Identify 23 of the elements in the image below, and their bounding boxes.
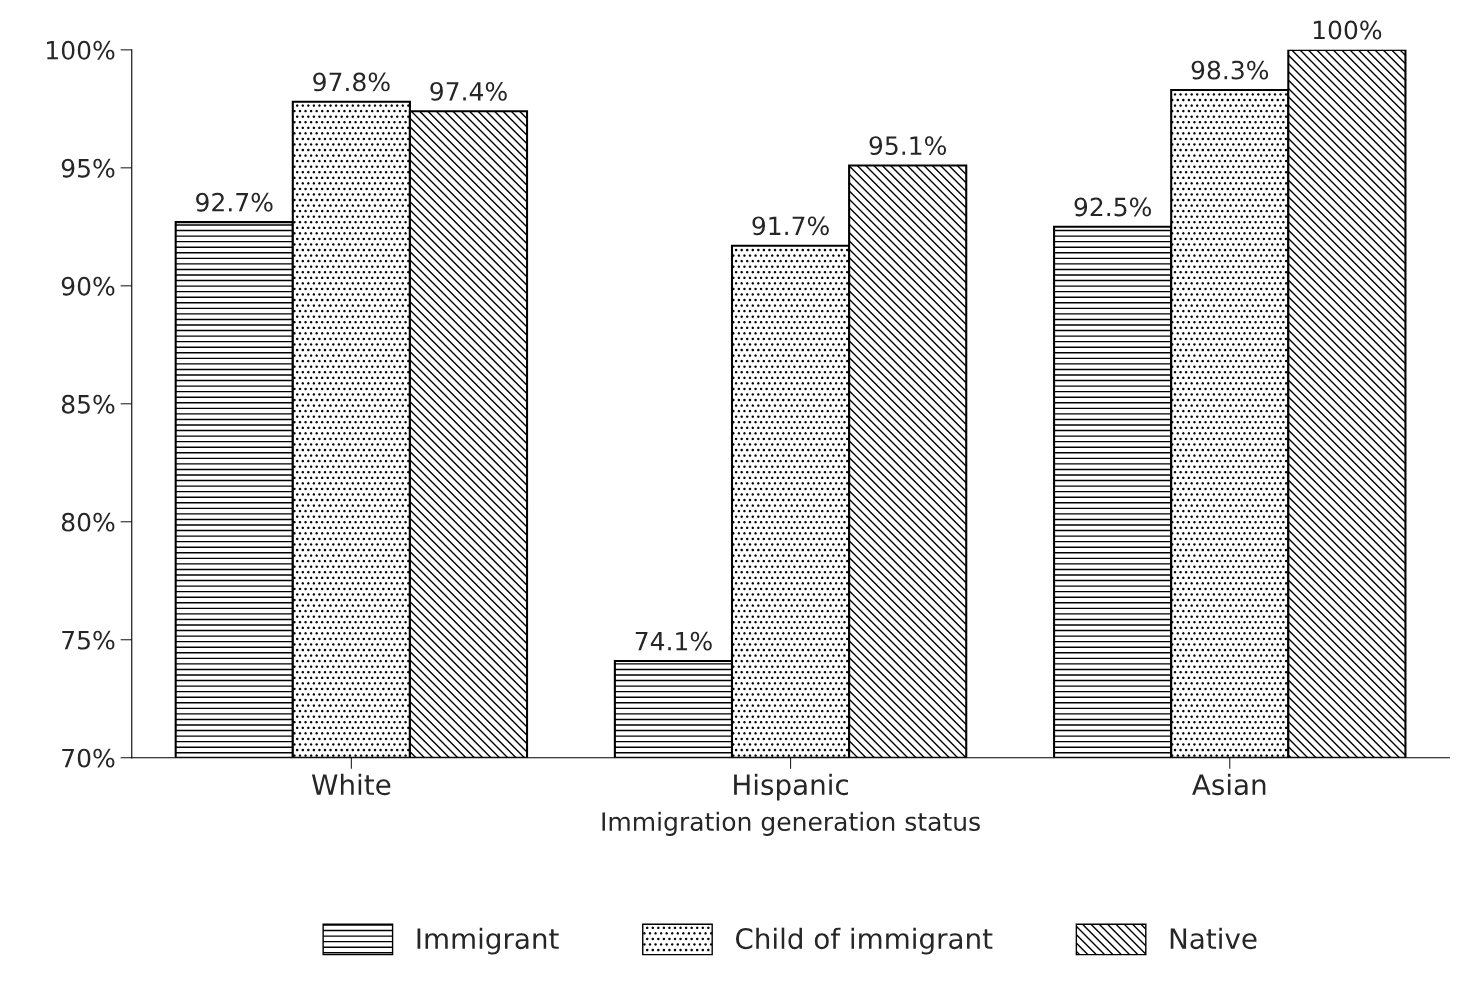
data-label: 95.1%: [869, 136, 947, 156]
y-tick-label: 75%: [62, 630, 115, 650]
y-tick-label: 95%: [61, 158, 115, 178]
x-tick-label: White: [311, 773, 391, 796]
data-label: 91.7%: [752, 216, 829, 236]
data-label: 92.5%: [1074, 197, 1151, 217]
data-label: 100%: [1313, 20, 1382, 40]
x-tick-label: Hispanic: [734, 773, 848, 801]
y-tick-label: 90%: [61, 276, 115, 296]
y-tick-label: 80%: [61, 512, 115, 532]
data-label: 92.7%: [196, 192, 273, 212]
data-label: 97.8%: [313, 72, 390, 92]
data-label: 97.4%: [430, 81, 507, 101]
legend-label: Immigrant: [417, 927, 559, 955]
x-axis-title: Immigration generation status: [602, 811, 980, 836]
data-label: 74.1%: [635, 631, 712, 651]
legend-label: Native: [1170, 927, 1257, 950]
y-tick-label: 70%: [62, 748, 115, 768]
x-tick-label: Asian: [1192, 773, 1266, 796]
y-tick-label: 85%: [61, 394, 115, 414]
data-label: 98.3%: [1191, 60, 1269, 80]
legend-label: Child of immigrant: [735, 927, 993, 955]
y-tick-label: 100%: [47, 40, 115, 60]
